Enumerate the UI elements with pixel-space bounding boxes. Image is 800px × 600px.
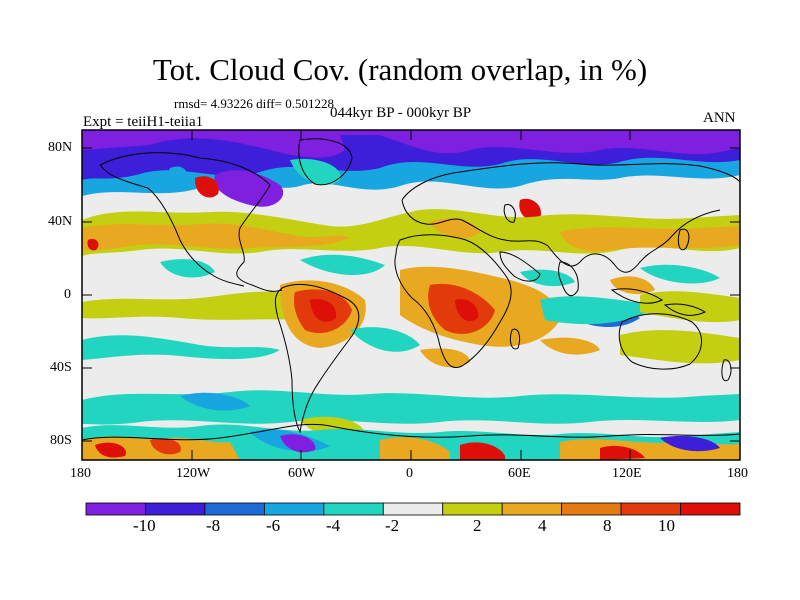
lat-label-0: 0: [64, 287, 71, 302]
season-label: ANN: [703, 110, 736, 126]
coastlines: [82, 138, 740, 441]
lon-label-120w: 120W: [176, 466, 211, 481]
colorbar-swatch: [382, 502, 444, 516]
lon-label-180e: 180: [727, 466, 748, 481]
colorbar-label: -6: [266, 516, 281, 535]
colorbar: [85, 502, 741, 516]
map-title: Tot. Cloud Cov. (random overlap, in %): [152, 52, 648, 87]
colorbar-label: 4: [538, 516, 547, 535]
colorbar-label: 2: [473, 516, 482, 535]
colorbar-swatch: [680, 502, 741, 516]
colorbar-label: -8: [206, 516, 221, 535]
colorbar-swatch: [204, 502, 265, 516]
colorbar-label: -10: [133, 516, 156, 535]
period-label: 044kyr BP - 000kyr BP: [330, 105, 472, 121]
lon-ticks: [191, 130, 631, 460]
colorbar-label: 8: [603, 516, 612, 535]
lon-label-60w: 60W: [288, 466, 316, 481]
lat-label-40n: 40N: [48, 214, 73, 229]
lat-ticks: [82, 147, 740, 442]
lon-label-60e: 60E: [508, 466, 531, 481]
lat-label-80n: 80N: [48, 140, 73, 155]
lon-label-180w: 180: [70, 466, 91, 481]
colorbar-label: -4: [326, 516, 341, 535]
map-field: [82, 130, 740, 460]
colorbar-swatch: [620, 502, 681, 516]
lat-label-80s: 80S: [50, 433, 72, 448]
colorbar-swatch: [85, 502, 146, 516]
colorbar-label: -2: [385, 516, 400, 535]
colorbar-swatch: [263, 502, 325, 516]
colorbar-label: 10: [658, 516, 675, 535]
lon-label-120e: 120E: [612, 466, 642, 481]
lon-label-0: 0: [406, 466, 413, 481]
colorbar-swatch: [323, 502, 384, 516]
lat-label-40s: 40S: [50, 360, 72, 375]
colorbar-swatch: [442, 502, 503, 516]
colorbar-swatch: [145, 502, 206, 516]
colorbar-swatch: [561, 502, 622, 516]
stats-label: rmsd= 4.93226 diff= 0.501228: [174, 96, 334, 111]
experiment-label: Expt = teiiH1-teiia1: [83, 114, 204, 130]
colorbar-swatch: [501, 502, 563, 516]
